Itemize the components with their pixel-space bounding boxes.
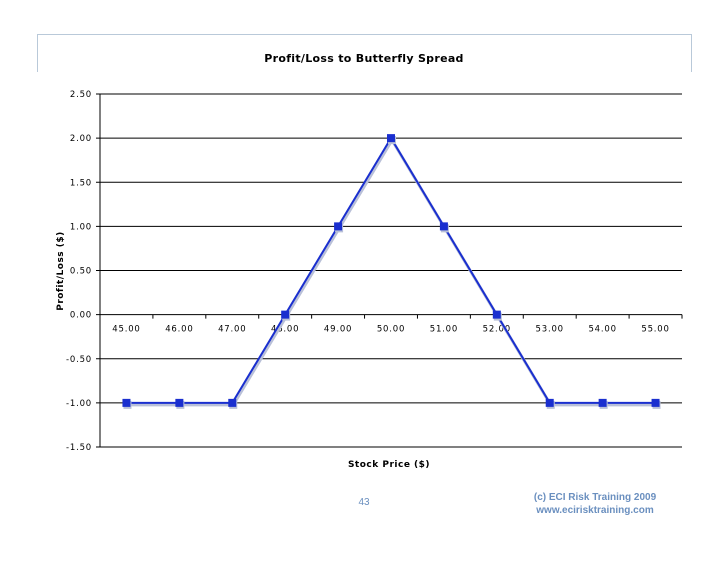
- y-tick-label: 1.50: [70, 178, 92, 188]
- data-point: [175, 398, 184, 407]
- data-point: [281, 310, 290, 319]
- x-tick-label: 51.00: [430, 325, 458, 335]
- data-point: [122, 398, 131, 407]
- x-tick-label: 49.00: [324, 325, 352, 335]
- y-tick-label: 2.00: [70, 134, 92, 144]
- copyright-line-2: www.ecirisktraining.com: [536, 505, 654, 516]
- x-tick-label: 55.00: [641, 325, 669, 335]
- data-point: [545, 398, 554, 407]
- y-tick-label: -1.00: [66, 399, 92, 409]
- chart-title: Profit/Loss to Butterfly Spread: [264, 52, 464, 65]
- copyright-notice: (c) ECI Risk Training 2009 www.ecirisktr…: [510, 491, 680, 517]
- slide-frame-top: [37, 34, 692, 35]
- data-point: [334, 222, 343, 231]
- data-point: [228, 398, 237, 407]
- y-axis-title: Profit/Loss ($): [56, 231, 66, 311]
- series-markers: [122, 134, 661, 409]
- slide-frame-right: [691, 34, 692, 72]
- data-point: [439, 222, 448, 231]
- x-tick-label: 50.00: [377, 325, 405, 335]
- y-tick-labels: 2.50 2.00 1.50 1.00 0.50 0.00 -0.50 -1.00 -1.50: [66, 90, 92, 453]
- y-tick-label: 0.50: [70, 267, 92, 277]
- x-tick-labels: 45.00 46.00 47.00 48.00 49.00 50.00 51.00 52.00…: [112, 325, 669, 335]
- page-number: 43: [358, 497, 370, 508]
- x-tick-label: 47.00: [218, 325, 246, 335]
- x-tick-label: 52.00: [483, 325, 511, 335]
- data-point: [598, 398, 607, 407]
- y-tick-label: 1.00: [70, 222, 92, 232]
- series-line: [126, 136, 657, 407]
- data-point: [651, 398, 660, 407]
- slide-frame-left: [37, 34, 38, 72]
- x-tick-label: 48.00: [271, 325, 299, 335]
- y-tick-label: 2.50: [70, 90, 92, 100]
- data-point: [492, 310, 501, 319]
- y-tick-label: -0.50: [66, 355, 92, 365]
- x-axis-title: Stock Price ($): [348, 460, 430, 470]
- copyright-line-1: (c) ECI Risk Training 2009: [533, 492, 657, 503]
- x-tick-label: 54.00: [588, 325, 616, 335]
- x-tick-label: 45.00: [112, 325, 140, 335]
- series-line-shadow: [127, 137, 657, 407]
- data-point: [387, 134, 395, 143]
- x-tick-label: 53.00: [536, 325, 564, 335]
- x-tick-label: 46.00: [165, 325, 193, 335]
- y-tick-label: 0.00: [70, 311, 92, 321]
- y-tick-label: -1.50: [66, 443, 92, 453]
